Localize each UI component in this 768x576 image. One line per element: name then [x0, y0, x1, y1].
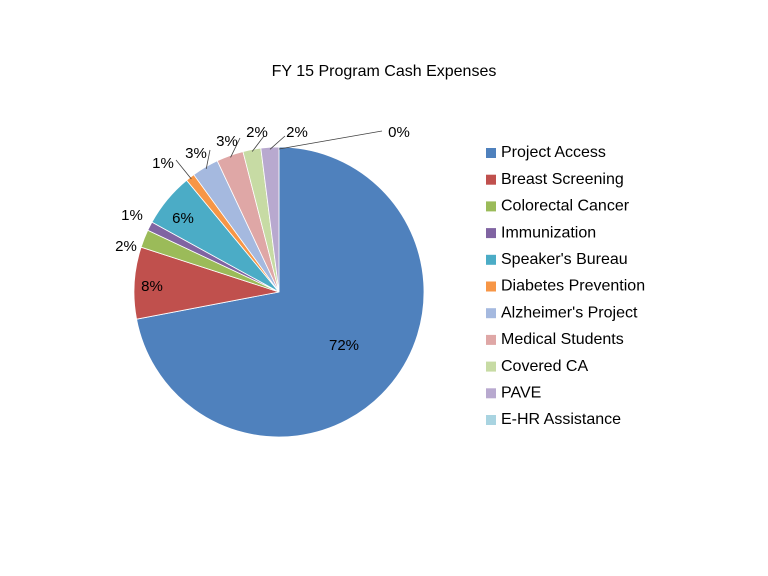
legend-swatch-breast-screening	[486, 174, 496, 185]
legend-swatch-project-access	[486, 148, 496, 158]
leader-line-alzheimer-s-project	[205, 149, 211, 169]
legend-item-covered-ca: Covered CA	[486, 358, 588, 375]
slice-label-e-hr-assistance: 0%	[388, 124, 410, 141]
legend-label-alzheimer-s-project: Alzheimer's Project	[501, 304, 638, 321]
legend-label-immunization: Immunization	[501, 224, 596, 241]
legend-item-pave: PAVE	[486, 385, 541, 402]
legend-label-colorectal-cancer: Colorectal Cancer	[501, 198, 630, 215]
leader-line-medical-students	[230, 137, 241, 158]
chart-title: FY 15 Program Cash Expenses	[272, 63, 497, 80]
leader-line-e-hr-assistance	[278, 130, 383, 150]
legend-swatch-e-hr-assistance	[486, 415, 496, 425]
legend-label-diabetes-prevention: Diabetes Prevention	[501, 278, 645, 295]
legend-label-pave: PAVE	[501, 385, 541, 402]
slice-label-covered-ca: 2%	[246, 124, 268, 141]
legend-item-e-hr-assistance: E-HR Assistance	[486, 411, 621, 428]
slice-label-alzheimer-s-project: 3%	[185, 145, 207, 162]
leader-line-covered-ca	[251, 135, 265, 152]
slice-label-pave: 2%	[286, 124, 308, 141]
legend-swatch-diabetes-prevention	[486, 281, 496, 292]
pie-slice-project-access	[136, 146, 425, 438]
slice-labels: 72% 8% 2% 1% 6% 1% 3% 3% 2% 2% 0%	[115, 124, 410, 354]
leader-lines	[175, 130, 383, 180]
legend-swatch-covered-ca	[486, 361, 496, 372]
legend-item-colorectal-cancer: Colorectal Cancer	[486, 198, 630, 215]
legend-item-breast-screening: Breast Screening	[486, 171, 624, 188]
leader-line-pave	[269, 135, 286, 150]
slice-label-colorectal-cancer: 2%	[115, 238, 137, 255]
pie-slices	[133, 146, 425, 438]
slice-label-diabetes-prevention: 1%	[152, 155, 174, 172]
legend-swatch-alzheimer-s-project	[486, 308, 496, 319]
legend-swatch-speaker-s-bureau	[486, 254, 496, 265]
legend-label-breast-screening: Breast Screening	[501, 171, 624, 188]
pie-slice-pave	[260, 146, 280, 293]
legend-label-project-access: Project Access	[501, 144, 606, 161]
legend-label-e-hr-assistance: E-HR Assistance	[501, 411, 621, 428]
legend-item-alzheimer-s-project: Alzheimer's Project	[486, 304, 638, 321]
slice-label-speaker-s-bureau: 6%	[172, 210, 194, 227]
slice-label-immunization: 1%	[121, 207, 143, 224]
legend-label-speaker-s-bureau: Speaker's Bureau	[501, 251, 628, 268]
legend-label-medical-students: Medical Students	[501, 331, 624, 348]
legend-item-medical-students: Medical Students	[486, 331, 624, 348]
slice-label-project-access: 72%	[329, 337, 359, 354]
legend-item-project-access: Project Access	[486, 144, 606, 161]
legend-swatch-immunization	[486, 228, 496, 239]
legend-swatch-pave	[486, 388, 496, 399]
legend-label-covered-ca: Covered CA	[501, 358, 588, 375]
legend-item-diabetes-prevention: Diabetes Prevention	[486, 278, 645, 295]
slice-label-medical-students: 3%	[216, 133, 238, 150]
leader-line-diabetes-prevention	[175, 159, 192, 180]
legend-swatch-medical-students	[486, 334, 496, 345]
slice-label-breast-screening: 8%	[141, 278, 163, 295]
legend-item-immunization: Immunization	[486, 224, 596, 241]
legend: Project Access Breast Screening Colorectal…	[486, 144, 645, 428]
legend-item-speaker-s-bureau: Speaker's Bureau	[486, 251, 628, 268]
legend-swatch-colorectal-cancer	[486, 201, 496, 212]
